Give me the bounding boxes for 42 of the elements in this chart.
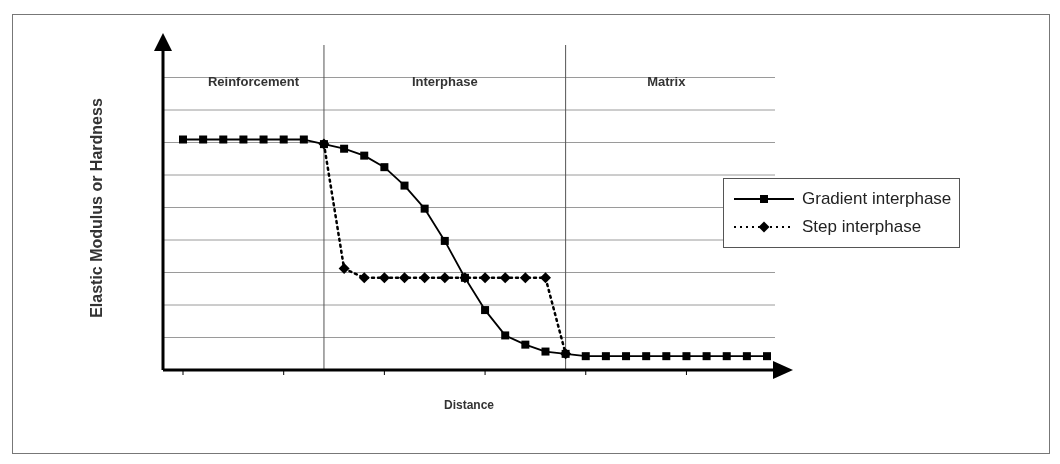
point [219,135,228,144]
point [541,347,550,356]
point [601,352,610,361]
text: Matrix [647,74,687,90]
point [682,352,691,361]
point [380,163,389,172]
point [519,272,531,284]
point [521,340,530,349]
legend-label: Step interphase [802,217,922,237]
point [239,135,248,144]
point [499,272,511,284]
point [400,181,409,190]
point [378,272,390,284]
text: Interphase [411,74,478,90]
point [199,135,208,144]
point [340,144,349,153]
point [763,352,771,361]
x-axis-title: Distance [443,398,495,412]
point [581,352,590,361]
point [501,331,510,340]
point [642,352,651,361]
point [358,272,370,284]
point [722,352,731,361]
point [479,272,491,284]
point [702,352,711,361]
point [439,272,451,284]
text: Reinforcement [207,74,300,90]
point [419,272,431,284]
point [481,306,490,315]
point [622,352,631,361]
point [338,263,350,275]
point [299,135,308,144]
legend-label: Gradient interphase [802,189,952,209]
point [420,204,429,213]
point [360,151,369,160]
point [662,352,671,361]
point [259,135,268,144]
point [279,135,288,144]
point [742,352,751,361]
y-axis-title: Elastic Modulus or Hardness [87,97,106,318]
point [179,135,187,144]
point [440,236,449,245]
